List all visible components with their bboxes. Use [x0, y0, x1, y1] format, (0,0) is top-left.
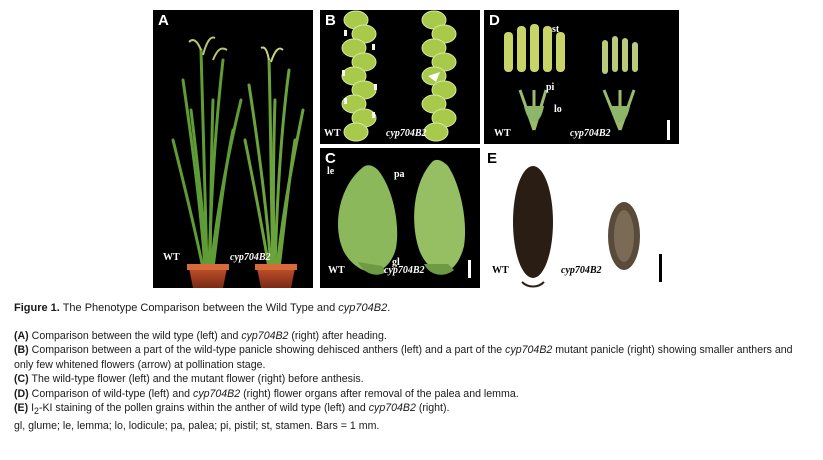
scale-bar-c: [468, 260, 471, 278]
text-d2: (right) flower organs after removal of t…: [243, 387, 519, 400]
panel-b-letter: B: [325, 12, 336, 29]
arrow-label-st: st: [552, 24, 560, 35]
panel-c-letter: C: [325, 150, 336, 167]
figure-title-text: The Phenotype Comparison between the Wil…: [62, 302, 336, 314]
text-d1: Comparison of wild-type (left) and: [31, 387, 191, 400]
scale-bar-d: [667, 120, 670, 140]
text-b1: Comparison between a part of the wild-ty…: [31, 344, 503, 357]
gene-a: cyp704B2: [241, 330, 289, 342]
figure-title: Figure 1. The Phenotype Comparison betwe…: [14, 302, 390, 314]
panel-e-letter: E: [487, 150, 498, 167]
text-c1: The wild-type flower (left) and the muta…: [31, 373, 364, 386]
caption-line-c: (C) The wild-type flower (left) and the …: [14, 372, 814, 386]
panel-a-letter: A: [158, 12, 169, 29]
text-a2: (right) after heading.: [291, 330, 387, 342]
panel-b-mutant-label: cyp704B2: [386, 128, 427, 139]
text-a1: Comparison between the wild type (left) …: [31, 330, 239, 342]
caption-line-b: (B) Comparison between a part of the wil…: [14, 343, 814, 372]
abbreviations: gl, glume; le, lemma; lo, lodicule; pa, …: [14, 419, 380, 432]
panel-d-mutant-label: cyp704B2: [570, 128, 611, 139]
tag-c: (C): [14, 373, 29, 386]
gene-d: cyp704B2: [193, 387, 241, 400]
caption-line-a: (A) Comparison between the wild type (le…: [14, 329, 814, 343]
caption-line-abbr: gl, glume; le, lemma; lo, lodicule; pa, …: [14, 419, 814, 433]
figure-title-end: .: [387, 302, 391, 314]
arrow-label-lo: lo: [554, 104, 562, 115]
arrow-label-pi: pi: [546, 82, 555, 93]
tag-b: (B): [14, 344, 29, 357]
panel-e-pollen-image: [513, 166, 640, 288]
panel-d-wt-label: WT: [494, 128, 511, 139]
arrow-label-pa: pa: [394, 169, 405, 180]
panel-d-letter: D: [489, 12, 500, 29]
panel-b-wt-label: WT: [324, 128, 341, 139]
panel-c-mutant-label: cyp704B2: [384, 265, 425, 276]
panel-e-wt-label: WT: [492, 265, 509, 276]
text-e2: -KI staining of the pollen grains within…: [38, 402, 366, 415]
panel-c-flower-image: [338, 159, 466, 275]
panel-d: D st pi lo WT cyp704B2: [484, 10, 679, 144]
figure-caption: (A) Comparison between the wild type (le…: [14, 329, 814, 433]
tag-d: (D): [14, 387, 29, 400]
figure-title-gene: cyp704B2: [338, 302, 388, 314]
scale-bar-e: [659, 254, 662, 282]
panel-e-mutant-label: cyp704B2: [561, 265, 602, 276]
arrow-label-le: le: [327, 166, 335, 177]
text-e1: I: [31, 402, 35, 415]
panel-c-wt-label: WT: [328, 265, 345, 276]
arrow-label-gl: gl: [392, 257, 400, 268]
text-e3: (right).: [418, 402, 450, 415]
gene-e: cyp704B2: [368, 402, 416, 415]
panel-a-mutant-label: cyp704B2: [230, 252, 271, 263]
panel-a-plants-image: [171, 36, 305, 288]
text-b2: mutant panicle (right) showing smaller a…: [14, 344, 793, 371]
figure-label: Figure 1.: [14, 302, 60, 314]
gene-b: cyp704B2: [505, 344, 553, 357]
panel-e: E WT cyp704B2: [484, 148, 679, 288]
caption-line-e: (E) I2-KI staining of the pollen grains …: [14, 401, 814, 419]
tag-e: (E): [14, 402, 29, 415]
panel-d-flower-organs-image: [504, 24, 638, 131]
panel-a: A WT cyp704B2: [153, 10, 313, 288]
caption-line-d: (D) Comparison of wild-type (left) and c…: [14, 387, 814, 401]
panel-b: B WT cyp704B2: [320, 10, 480, 144]
subscript-e: 2: [34, 406, 39, 417]
tag-a: (A): [14, 330, 29, 342]
panel-c: C le pa gl WT cyp704B2: [320, 148, 480, 288]
panel-b-panicle-image: [341, 10, 457, 142]
panel-a-wt-label: WT: [163, 252, 180, 263]
